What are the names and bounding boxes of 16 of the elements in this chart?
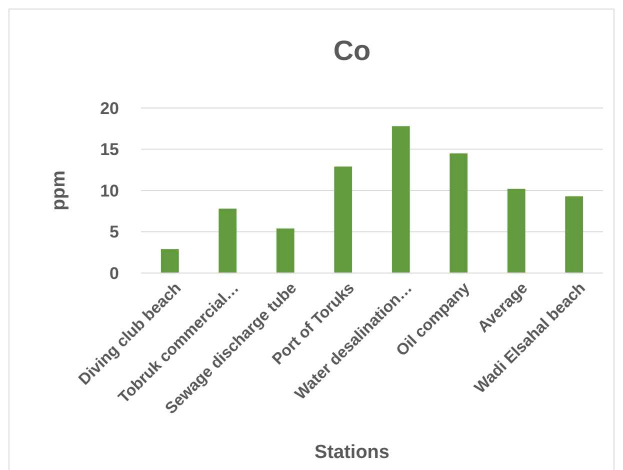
bar xyxy=(160,249,179,273)
bar xyxy=(218,208,237,273)
chart-title: Co xyxy=(333,35,371,66)
bar xyxy=(450,153,468,273)
y-tick-label: 15 xyxy=(100,140,119,160)
y-tick-label: 5 xyxy=(110,222,119,242)
x-axis-title: Stations xyxy=(314,442,390,463)
y-axis-title: ppm xyxy=(48,170,70,211)
bar xyxy=(392,126,410,273)
bar xyxy=(276,228,294,273)
bar xyxy=(507,188,526,273)
y-tick-label: 0 xyxy=(110,264,119,283)
bar xyxy=(334,166,352,273)
y-tick-label: 10 xyxy=(100,181,119,200)
y-tick-label: 20 xyxy=(100,98,119,118)
bar xyxy=(565,196,584,273)
